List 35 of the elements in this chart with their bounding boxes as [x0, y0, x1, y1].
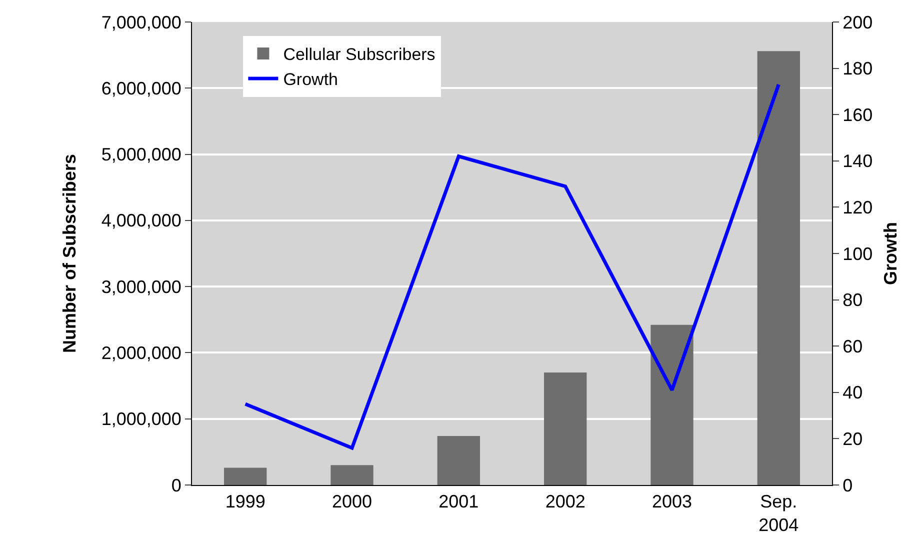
- x-tick-label: 2001: [438, 492, 479, 512]
- bar: [544, 372, 587, 485]
- bar: [437, 436, 480, 485]
- y-tick-label: 1,000,000: [101, 409, 182, 430]
- y-tick-label: 0: [171, 475, 182, 496]
- y2-tick-label: 200: [842, 12, 873, 32]
- bar: [330, 465, 374, 485]
- x-tick-label: 2000: [332, 492, 372, 512]
- x-tick-label: 1999: [225, 492, 266, 512]
- y2-tick-label: 40: [842, 382, 863, 403]
- y2-tick-label: 160: [842, 104, 873, 125]
- legend-label: Cellular Subscribers: [283, 45, 436, 64]
- y-tick-label: 2,000,000: [101, 343, 182, 364]
- y2-tick-label: 120: [842, 198, 873, 218]
- legend-label: Growth: [283, 70, 338, 90]
- x-tick-label: 2003: [652, 492, 692, 512]
- y2-axis-title: Growth: [880, 222, 901, 285]
- y2-tick-label: 60: [842, 336, 863, 356]
- y2-tick-label: 180: [842, 58, 873, 79]
- bar: [757, 51, 800, 485]
- y-tick-label: 4,000,000: [101, 210, 182, 231]
- y-tick-label: 7,000,000: [101, 12, 182, 32]
- y2-tick-label: 20: [842, 429, 863, 449]
- x-tick-label: 2002: [545, 492, 586, 512]
- y-axis-title: Number of Subscribers: [60, 154, 80, 354]
- y2-tick-label: 0: [842, 475, 853, 496]
- x-tick-label: Sep. 2004: [758, 492, 799, 535]
- bar: [224, 468, 267, 485]
- y2-tick-label: 80: [842, 290, 863, 310]
- y2-tick-label: 140: [842, 151, 873, 172]
- bar: [650, 324, 694, 485]
- y-tick-label: 3,000,000: [101, 276, 182, 297]
- y2-tick-label: 100: [842, 244, 873, 264]
- y-tick-label: 5,000,000: [101, 144, 182, 165]
- y-tick-label: 6,000,000: [101, 78, 182, 98]
